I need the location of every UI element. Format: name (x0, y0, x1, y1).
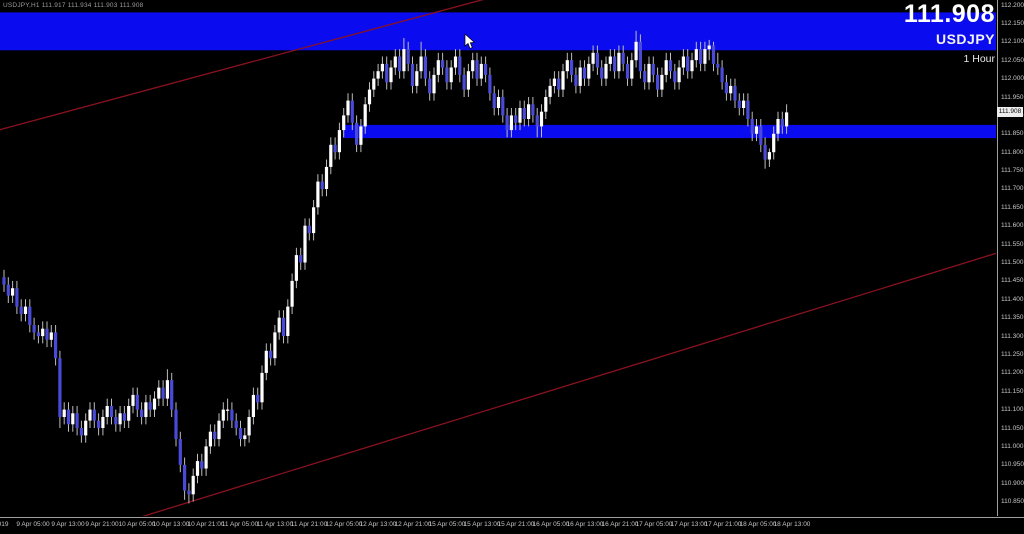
price-axis-label: 112.100 (1001, 38, 1024, 46)
price-axis-label: 112.000 (1001, 75, 1024, 83)
price-axis-label: 111.600 (1001, 222, 1024, 230)
support-zone (343, 124, 996, 139)
channel-lower (141, 252, 996, 516)
price-axis-label: 111.300 (1001, 332, 1024, 340)
channel-upper (0, 0, 484, 131)
price-axis-label: 111.450 (1001, 277, 1024, 285)
price-axis-label: 111.350 (1001, 314, 1024, 322)
symbol-label: USDJPY (935, 31, 995, 47)
time-axis-label: 16 Apr 05:00 (532, 521, 570, 528)
price-axis-label: 111.850 (1001, 130, 1024, 138)
time-axis-label: 18 Apr 05:00 (739, 521, 777, 528)
price-axis-label: 111.650 (1001, 203, 1024, 211)
current-price-display: 111.908 (903, 0, 995, 28)
time-axis-label: 9 Apr 05:00 (16, 521, 50, 528)
time-axis-label: 15 Apr 21:00 (497, 521, 535, 528)
price-axis-label: 111.750 (1001, 167, 1024, 174)
current-price-tag: 111.908 (997, 107, 1023, 118)
price-axis-label: 111.400 (1001, 295, 1024, 303)
time-axis-label: 17 Apr 21:00 (704, 521, 742, 528)
price-axis-label: 112.050 (1001, 56, 1024, 64)
price-axis-label: 112.150 (1001, 19, 1024, 27)
time-axis-label: 9 Apr 13:00 (51, 521, 85, 528)
price-axis-label: 110.950 (1001, 461, 1024, 469)
time-axis-label: 11 Apr 05:00 (221, 521, 259, 528)
price-axis-label: 111.150 (1001, 387, 1024, 395)
symbol-ohlc-info: USDJPY,H1 111.917 111.934 111.903 111.90… (3, 2, 144, 9)
price-axis-label: 111.550 (1001, 240, 1024, 248)
timeframe-label: 1 Hour (963, 53, 995, 65)
price-axis-label: 111.100 (1001, 406, 1024, 414)
time-axis-year-label: 2019 (0, 521, 9, 528)
time-axis-label: 12 Apr 13:00 (359, 521, 397, 528)
time-axis[interactable]: 20199 Apr 05:009 Apr 13:009 Apr 21:0010 … (0, 517, 1024, 534)
chart-canvas[interactable] (0, 0, 996, 516)
time-axis-label: 12 Apr 21:00 (394, 521, 432, 528)
time-axis-label: 17 Apr 05:00 (635, 521, 673, 528)
price-axis-label: 111.800 (1001, 148, 1024, 156)
price-axis-label: 110.900 (1001, 479, 1024, 487)
time-axis-label: 18 Apr 13:00 (773, 521, 811, 528)
price-axis-label: 111.050 (1001, 424, 1024, 432)
price-axis-label: 111.200 (1001, 369, 1024, 377)
time-axis-label: 16 Apr 21:00 (601, 521, 639, 528)
price-axis-label: 111.950 (1001, 93, 1024, 101)
price-axis-label: 111.000 (1001, 442, 1024, 450)
time-axis-label: 10 Apr 21:00 (187, 521, 225, 528)
time-axis-label: 11 Apr 13:00 (256, 521, 294, 528)
price-axis-label: 112.200 (1001, 1, 1024, 9)
time-axis-label: 9 Apr 21:00 (85, 521, 119, 528)
time-axis-label: 15 Apr 13:00 (463, 521, 501, 528)
mouse-cursor-icon (464, 34, 476, 49)
price-axis-label: 111.700 (1001, 185, 1024, 193)
time-axis-label: 10 Apr 05:00 (118, 521, 156, 528)
time-axis-label: 16 Apr 13:00 (566, 521, 604, 528)
time-axis-label: 17 Apr 13:00 (670, 521, 708, 528)
time-axis-label: 10 Apr 13:00 (152, 521, 190, 528)
time-axis-label: 15 Apr 05:00 (428, 521, 466, 528)
price-axis-label: 111.250 (1001, 351, 1024, 358)
time-axis-label: 11 Apr 21:00 (290, 521, 328, 528)
time-axis-label: 12 Apr 05:00 (325, 521, 363, 528)
resistance-zone (0, 12, 996, 51)
price-axis-label: 111.500 (1001, 259, 1024, 266)
price-axis[interactable]: 112.200 112.150 112.100 112.050 112.000 111.9… (997, 0, 1024, 524)
price-axis-label: 110.850 (1001, 498, 1024, 506)
